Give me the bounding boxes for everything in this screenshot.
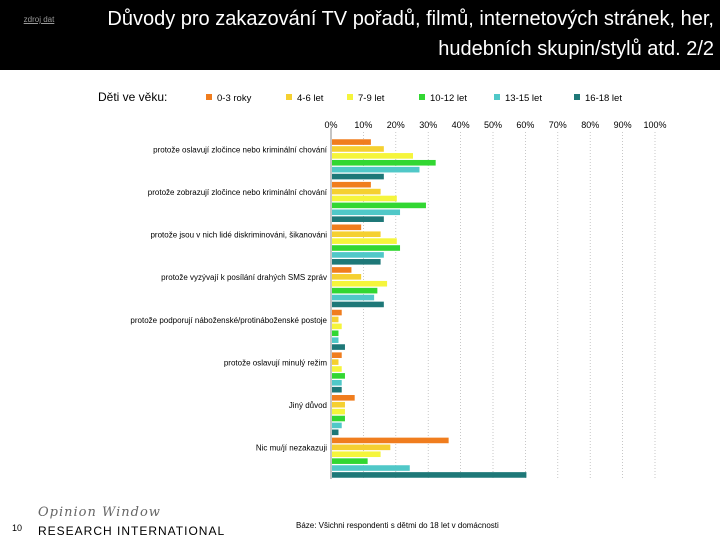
- bar: [332, 181, 371, 188]
- bar: [332, 287, 378, 294]
- bar: [332, 245, 401, 251]
- data-source-link[interactable]: zdroj dat: [23, 15, 55, 24]
- bar: [332, 408, 345, 415]
- legend-label: 13-15 let: [505, 93, 542, 104]
- legend-swatch: [494, 94, 500, 100]
- chart-legend: Děti ve věku: 0-3 roky 4-6 let 7-9 let 10-12…: [98, 90, 622, 104]
- bar: [332, 366, 342, 372]
- legend-label: 7-9 let: [358, 93, 385, 104]
- category-labels: protože oslavují zločince nebo krimináln…: [130, 145, 327, 452]
- legend-label: 10-12 let: [430, 93, 467, 104]
- bar: [332, 274, 362, 280]
- bar: [332, 216, 384, 222]
- bar: [332, 252, 384, 258]
- bar: [332, 472, 527, 478]
- category-label: protože oslavují minulý režim: [224, 358, 327, 367]
- category-label: Nic mu/jí nezakazuji: [256, 444, 327, 453]
- bar: [332, 337, 339, 343]
- bar: [332, 415, 345, 422]
- x-tick-label: 10%: [354, 120, 372, 130]
- bar-chart: Děti ve věku: 0-3 roky 4-6 let 7-9 let 10-12…: [98, 90, 667, 479]
- bar: [332, 379, 342, 386]
- category-label: Jiný důvod: [289, 401, 327, 410]
- category-label: protože jsou v nich lidé diskriminováni,…: [150, 231, 327, 240]
- base-note: Báze: Všichni respondenti s dětmi do 18 …: [296, 521, 499, 530]
- bar: [332, 352, 342, 358]
- legend-label: 0-3 roky: [217, 93, 252, 104]
- bar: [332, 173, 384, 180]
- x-tick-label: 50%: [484, 120, 502, 130]
- bar: [332, 316, 339, 323]
- category-label: protože zobrazují zločince nebo kriminál…: [148, 188, 328, 197]
- legend-swatch: [286, 94, 292, 100]
- x-tick-label: 70%: [549, 120, 567, 130]
- bar: [332, 429, 339, 436]
- bar: [332, 224, 362, 231]
- legend-swatch: [347, 94, 353, 100]
- x-tick-label: 100%: [643, 120, 666, 130]
- category-label: protože vyzývají k posílání drahých SMS …: [161, 273, 327, 282]
- bar: [332, 209, 401, 216]
- x-tick-label: 60%: [516, 120, 534, 130]
- x-tick-label: 20%: [387, 120, 405, 130]
- bar: [332, 166, 420, 173]
- bar: [332, 188, 381, 195]
- bar: [332, 437, 449, 444]
- bar: [332, 259, 381, 265]
- bar: [332, 344, 345, 350]
- bar: [332, 444, 391, 451]
- bar: [332, 309, 342, 316]
- bar: [332, 386, 342, 393]
- bar: [332, 195, 397, 202]
- page-title: Důvody pro zakazování TV pořadů, filmů, …: [107, 8, 714, 60]
- bar: [332, 146, 384, 152]
- x-tick-label: 40%: [452, 120, 470, 130]
- bar: [332, 202, 426, 209]
- header-bar: zdroj dat Důvody pro zakazování TV pořad…: [0, 0, 720, 70]
- bar: [332, 330, 339, 337]
- bar: [332, 458, 368, 464]
- bar: [332, 451, 381, 458]
- legend-swatch: [574, 94, 580, 100]
- bar: [332, 159, 436, 166]
- bar: [332, 301, 384, 308]
- bars: [332, 139, 527, 478]
- logo-research-international: RESEARCH INTERNATIONAL: [38, 524, 226, 538]
- category-label: protože oslavují zločince nebo krimináln…: [153, 145, 328, 154]
- logo-opinion-window: Opinion Window: [38, 505, 161, 520]
- bar: [332, 465, 410, 471]
- bar: [332, 294, 375, 301]
- x-tick-label: 30%: [419, 120, 437, 130]
- bar: [332, 139, 371, 145]
- bar: [332, 238, 397, 244]
- legend-swatch: [206, 94, 212, 100]
- bar: [332, 401, 345, 408]
- bar: [332, 323, 342, 330]
- x-tick-label: 80%: [581, 120, 599, 130]
- x-tick-label: 0%: [324, 120, 337, 130]
- bar: [332, 373, 345, 379]
- x-axis-ticks: 0% 10% 20% 30% 40% 50% 60% 70% 80% 90% 100%: [324, 120, 666, 130]
- bar: [332, 153, 413, 159]
- bar: [332, 280, 388, 287]
- bar: [332, 395, 355, 401]
- legend-label: 16-18 let: [585, 93, 622, 104]
- legend-label: 4-6 let: [297, 93, 324, 104]
- grid-lines: [363, 132, 656, 479]
- bar: [332, 267, 352, 273]
- page-number: 10: [12, 523, 23, 533]
- legend-title: Děti ve věku:: [98, 90, 167, 104]
- bar: [332, 231, 381, 238]
- bar: [332, 359, 339, 365]
- category-label: protože podporují náboženské/protinábože…: [130, 316, 327, 325]
- bar: [332, 422, 342, 429]
- legend-swatch: [419, 94, 425, 100]
- x-tick-label: 90%: [614, 120, 632, 130]
